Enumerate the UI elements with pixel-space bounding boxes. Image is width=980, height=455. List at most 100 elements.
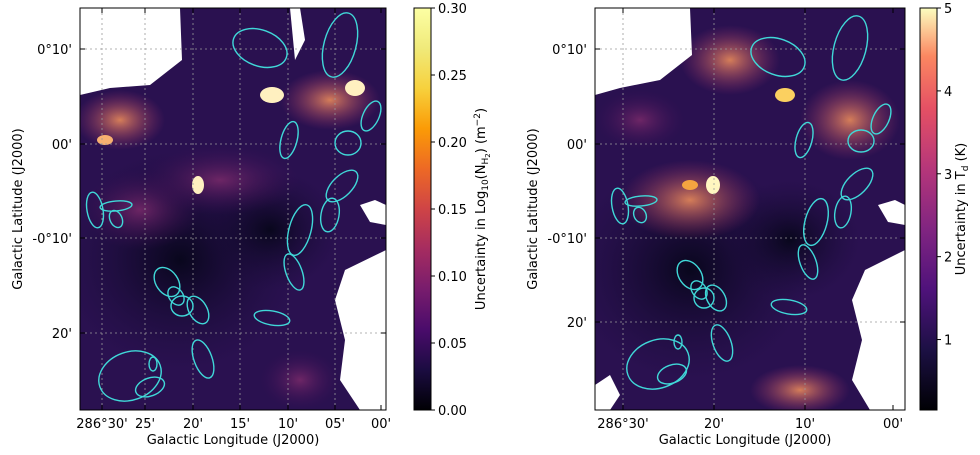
axes-frame (79, 7, 387, 411)
colorbar-label: Uncertainty in Td (K) (954, 143, 971, 276)
clump-ellipse (840, 167, 874, 201)
clump-ellipse (797, 244, 819, 280)
clump-ellipse (794, 121, 814, 159)
colorbar-tick-label: 0.05 (438, 337, 467, 352)
colorbar-tick-label: 1 (944, 334, 952, 349)
x-axis-label: Galactic Longitude (J2000) (147, 433, 320, 448)
x-axis-label: Galactic Longitude (J2000) (659, 433, 832, 448)
masked-region (878, 200, 905, 225)
colorbar-tick-label: 0.15 (438, 203, 467, 218)
y-tick-label: 00' (52, 138, 72, 153)
clump-ellipse (656, 363, 688, 385)
y-axis-label: Galactic Latitude (J2000) (526, 128, 541, 289)
colorbar-label: Uncertainty in Log10(NH2) (m−2) (473, 108, 492, 310)
emission-region (140, 145, 300, 215)
clump-ellipse (186, 295, 210, 325)
colorbar (413, 7, 432, 411)
clump-ellipse (334, 130, 362, 156)
emission-region (620, 160, 760, 240)
y-tick-label: 20' (52, 327, 72, 342)
clump-ellipse (167, 286, 185, 306)
x-axis: 286°30' 20' 10' 00' (597, 8, 903, 432)
masked-region (852, 250, 905, 410)
clump-ellipse (690, 280, 708, 300)
panel-nh2: 286°30' 25' 20' 15' 10' 05' 00' 0°10' 00' -0°10'… (11, 2, 492, 448)
grid (595, 8, 905, 410)
y-tick-label: -0°10' (32, 232, 72, 247)
colorbar-tick-label: 4 (944, 85, 952, 100)
region-ellipses (85, 12, 382, 402)
clump-ellipse (283, 253, 305, 291)
emission-region (80, 90, 165, 150)
x-tick-label: 20' (183, 417, 203, 432)
clump-ellipse (847, 129, 875, 153)
colorbar-tick-label: 3 (944, 168, 952, 183)
emission-region (260, 350, 340, 410)
y-axis: 0°10' 00' -0°10' 20' (32, 43, 386, 342)
x-tick-label: 10' (795, 417, 815, 432)
x-tick-label: 20' (704, 417, 724, 432)
colorbar-tick-label: 0.30 (438, 2, 467, 17)
x-tick-label: 00' (371, 417, 391, 432)
bright-spot (345, 80, 365, 96)
clump-ellipse (833, 195, 853, 229)
clump-ellipse (802, 197, 830, 247)
clump-ellipse (191, 339, 215, 379)
clump-ellipse (85, 191, 105, 229)
x-tick-label: 286°30' (76, 417, 127, 432)
y-tick-label: -0°10' (547, 232, 587, 247)
y-axis: 0°10' 00' -0°10' 20' (547, 43, 905, 331)
clump-ellipse (626, 338, 690, 390)
clump-ellipse (253, 309, 291, 327)
colorbar-tick-label: 0.20 (438, 136, 467, 151)
clump-ellipse (750, 36, 806, 78)
clump-ellipse (279, 120, 299, 160)
clump-ellipse (134, 376, 166, 398)
y-tick-label: 20' (567, 316, 587, 331)
colorbar-tick-label: 2 (944, 251, 952, 266)
emission-region (595, 90, 685, 150)
clump-ellipse (170, 295, 194, 317)
masked-region (360, 200, 386, 225)
masked-region (80, 8, 182, 95)
clump-ellipse (632, 206, 648, 224)
emission-region (750, 365, 850, 410)
clump-ellipse (770, 298, 808, 316)
clump-ellipse (710, 324, 734, 362)
x-tick-label: 10' (278, 417, 298, 432)
axes-frame (594, 7, 906, 411)
bright-spot (97, 135, 113, 145)
masked-region (595, 375, 620, 410)
x-axis: 286°30' 25' 20' 15' 10' 05' 00' (76, 8, 391, 432)
y-tick-label: 00' (567, 138, 587, 153)
clump-ellipse (673, 334, 683, 350)
colorbar (919, 7, 938, 411)
x-tick-label: 286°30' (597, 417, 648, 432)
colorbar-ticks: 1 2 3 4 5 (937, 2, 952, 349)
masked-region (595, 8, 692, 95)
clump-ellipse (831, 15, 869, 81)
panel-td: 286°30' 20' 10' 00' 0°10' 00' -0°10' 20' Galac… (526, 2, 971, 448)
emission-region (680, 25, 780, 95)
x-tick-label: 25' (135, 417, 155, 432)
clump-ellipse (360, 100, 382, 132)
colorbar-tick-label: 5 (944, 2, 952, 17)
masked-region (290, 8, 305, 60)
clump-ellipse (624, 195, 658, 207)
colorbar-ticks: 0.00 0.05 0.10 0.15 0.20 0.25 0.30 (431, 2, 467, 419)
emission-region (280, 70, 380, 130)
clump-ellipse (693, 287, 715, 309)
x-tick-label: 00' (883, 417, 903, 432)
clump-ellipse (870, 103, 892, 135)
bright-spot (192, 176, 204, 194)
clump-ellipse (148, 356, 158, 372)
clump-ellipse (704, 284, 728, 312)
clump-ellipse (321, 12, 359, 78)
colorbar-tick-label: 0.00 (438, 404, 467, 419)
colorbar-tick-label: 0.25 (438, 69, 467, 84)
bright-spot (775, 88, 795, 102)
clump-ellipse (232, 27, 288, 69)
y-axis-label: Galactic Latitude (J2000) (11, 128, 26, 289)
bright-spot (706, 176, 720, 194)
